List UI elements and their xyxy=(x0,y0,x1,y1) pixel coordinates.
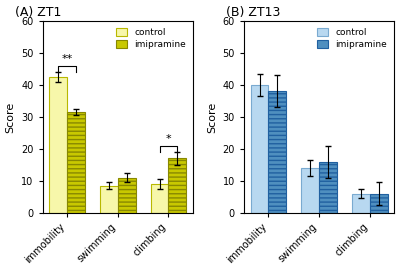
Text: *: * xyxy=(166,134,171,144)
Bar xyxy=(268,91,286,213)
Legend: control, imipramine: control, imipramine xyxy=(315,26,390,52)
Bar xyxy=(352,193,370,213)
Text: (A) ZT1: (A) ZT1 xyxy=(16,6,62,18)
Bar xyxy=(118,178,136,213)
Bar xyxy=(168,159,186,213)
Bar xyxy=(319,162,337,213)
Text: (B) ZT13: (B) ZT13 xyxy=(226,6,280,18)
Bar xyxy=(67,112,85,213)
Y-axis label: Score: Score xyxy=(207,101,217,133)
Bar xyxy=(151,184,168,213)
Bar xyxy=(49,77,67,213)
Bar xyxy=(251,85,268,213)
Bar xyxy=(100,186,118,213)
Bar xyxy=(302,168,319,213)
Y-axis label: Score: Score xyxy=(6,101,16,133)
Text: **: ** xyxy=(62,54,73,64)
Legend: control, imipramine: control, imipramine xyxy=(113,26,188,52)
Bar xyxy=(370,193,388,213)
